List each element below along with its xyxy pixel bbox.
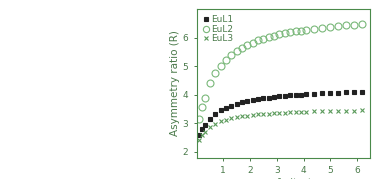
EuL1 — [304, 93, 308, 95]
Legend: EuL1, EuL2, EuL3: EuL1, EuL2, EuL3 — [201, 13, 235, 45]
EuL1 — [277, 95, 282, 97]
EuL2 — [234, 50, 239, 52]
EuL1 — [288, 94, 293, 96]
EuL2 — [251, 42, 255, 44]
EuL1 — [312, 93, 316, 95]
X-axis label: eq. of nitrate: eq. of nitrate — [250, 178, 317, 179]
EuL3 — [299, 111, 303, 113]
EuL1 — [272, 96, 276, 98]
EuL1 — [240, 101, 244, 103]
Y-axis label: Asymmetry ratio (R): Asymmetry ratio (R) — [170, 30, 180, 136]
EuL3 — [312, 110, 316, 113]
EuL3 — [261, 113, 266, 115]
EuL3 — [251, 114, 255, 116]
EuL1 — [266, 96, 271, 99]
EuL2 — [240, 47, 244, 49]
EuL3 — [360, 109, 365, 112]
EuL3 — [336, 110, 341, 112]
EuL2 — [213, 72, 218, 74]
EuL1 — [344, 91, 349, 93]
EuL2 — [288, 31, 293, 33]
EuL1 — [200, 128, 204, 130]
EuL2 — [261, 38, 266, 40]
EuL3 — [197, 139, 201, 141]
EuL3 — [218, 120, 223, 122]
EuL1 — [202, 124, 207, 126]
EuL3 — [224, 118, 228, 121]
EuL2 — [224, 59, 228, 61]
EuL2 — [304, 29, 308, 31]
EuL1 — [251, 99, 255, 101]
EuL3 — [288, 111, 293, 113]
EuL2 — [293, 30, 298, 32]
EuL1 — [293, 94, 298, 96]
EuL3 — [234, 116, 239, 118]
EuL3 — [245, 115, 249, 117]
EuL3 — [240, 115, 244, 117]
EuL1 — [299, 93, 303, 96]
EuL3 — [256, 113, 260, 115]
EuL2 — [344, 24, 349, 26]
EuL1 — [256, 98, 260, 100]
EuL1 — [213, 113, 218, 115]
Line: EuL2: EuL2 — [196, 21, 366, 123]
EuL3 — [304, 111, 308, 113]
EuL1 — [360, 91, 365, 93]
EuL2 — [197, 118, 201, 120]
EuL3 — [293, 111, 298, 113]
EuL1 — [320, 92, 325, 94]
EuL1 — [224, 107, 228, 109]
EuL3 — [328, 110, 333, 112]
EuL2 — [320, 27, 325, 29]
EuL1 — [283, 95, 287, 97]
EuL2 — [336, 25, 341, 27]
EuL2 — [360, 23, 365, 25]
EuL1 — [197, 134, 201, 136]
EuL3 — [277, 112, 282, 114]
EuL2 — [352, 24, 357, 26]
EuL2 — [277, 33, 282, 35]
EuL2 — [218, 64, 223, 67]
EuL3 — [344, 110, 349, 112]
EuL3 — [202, 130, 207, 133]
EuL2 — [328, 26, 333, 28]
EuL2 — [200, 106, 204, 108]
EuL3 — [200, 134, 204, 136]
EuL3 — [229, 117, 234, 119]
EuL1 — [229, 105, 234, 107]
EuL2 — [202, 97, 207, 99]
EuL3 — [208, 126, 212, 128]
Line: EuL3: EuL3 — [197, 108, 365, 142]
EuL1 — [352, 91, 357, 93]
EuL1 — [208, 118, 212, 120]
Line: EuL1: EuL1 — [197, 89, 365, 137]
EuL2 — [266, 36, 271, 38]
EuL3 — [320, 110, 325, 112]
EuL3 — [352, 110, 357, 112]
EuL2 — [256, 39, 260, 42]
EuL2 — [208, 82, 212, 84]
EuL1 — [336, 91, 341, 94]
EuL1 — [245, 100, 249, 102]
EuL2 — [245, 44, 249, 46]
EuL3 — [283, 112, 287, 114]
EuL2 — [312, 28, 316, 30]
EuL1 — [234, 103, 239, 105]
EuL1 — [261, 97, 266, 99]
EuL2 — [283, 32, 287, 34]
EuL1 — [328, 92, 333, 94]
EuL3 — [213, 122, 218, 125]
EuL3 — [272, 112, 276, 114]
EuL2 — [299, 29, 303, 32]
EuL2 — [229, 54, 234, 56]
EuL2 — [272, 35, 276, 37]
EuL3 — [266, 112, 271, 115]
EuL1 — [218, 109, 223, 112]
